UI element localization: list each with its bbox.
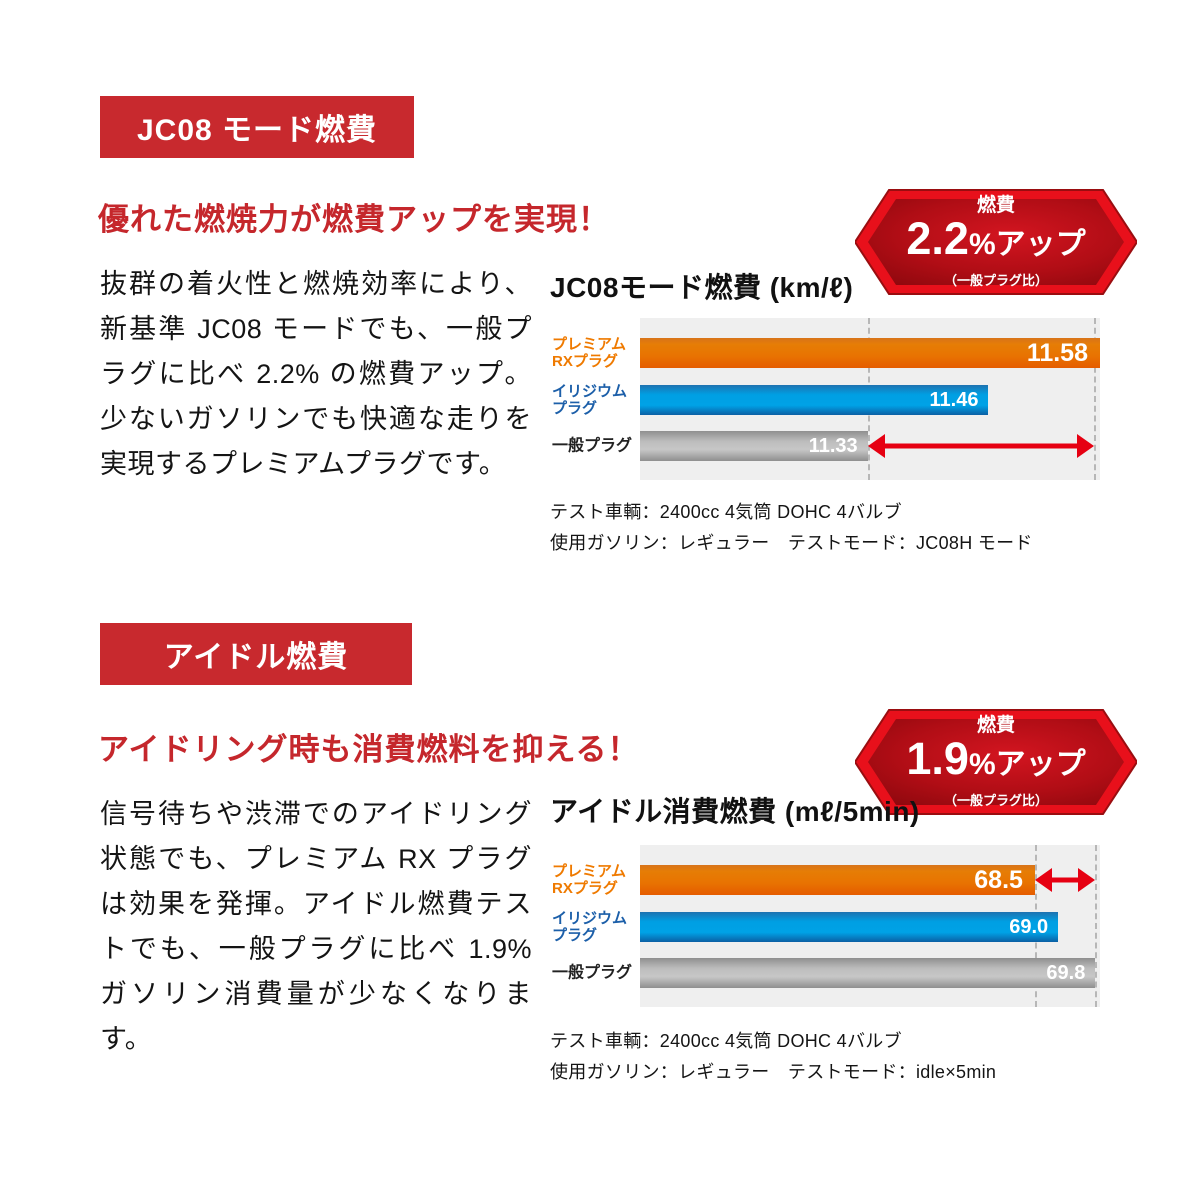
body-paragraph: 信号待ちや渋滞でのアイドリング状態でも、プレミアム RX プラグは効果を発揮。ア…	[100, 799, 532, 1054]
section-tag-label: アイドル燃費	[163, 641, 349, 674]
chart-title: JC08モード燃費 (km/ℓ)	[550, 272, 854, 303]
bar-orange: 11.58	[640, 338, 1100, 368]
badge-top-label: 燃費	[976, 195, 1015, 216]
chart-title: アイドル消費燃費 (mℓ/5min)	[550, 796, 920, 827]
diff-arrow-shaft	[880, 443, 1082, 449]
chart-note-line: 使用ガソリン：レギュラー テストモード：idle×5min	[550, 1062, 997, 1082]
hexagon-badge-shape	[855, 709, 1137, 815]
bar-value-label: 11.33	[808, 434, 858, 457]
bar-category-label: プレミアム RXプラグ	[552, 863, 626, 897]
hexagon-badge-shape	[855, 189, 1137, 295]
bar-chart-jc08: プレミアム RXプラグ 11.58 イリジウム プラグ 11.46 一般プラグ 11.33	[550, 318, 1100, 480]
badge-comparison-note: （一般プラグ比）	[943, 793, 1048, 808]
bar-value-label: 11.58	[1026, 338, 1088, 367]
bar-gray: 69.8	[640, 958, 1096, 988]
fuel-saving-badge: 燃費 1.9%アップ （一般プラグ比）	[855, 708, 1137, 816]
section-tag-idle: アイドル燃費	[100, 623, 412, 685]
bar-category-label: イリジウム プラグ	[552, 910, 628, 944]
bar-blue: 69.0	[640, 912, 1059, 942]
badge-comparison-note: （一般プラグ比）	[943, 273, 1048, 288]
chart-notes: テスト車輌：2400cc 4気筒 DOHC 4バルブ 使用ガソリン：レギュラー …	[550, 497, 1033, 559]
chart-note-line: テスト車輌：2400cc 4気筒 DOHC 4バルブ	[550, 1031, 902, 1051]
body-paragraph: 抜群の着火性と燃焼効率により、新基準 JC08 モードでも、一般プラグに比べ 2…	[100, 269, 532, 479]
dashed-guideline	[1094, 318, 1097, 480]
badge-top-label: 燃費	[976, 715, 1015, 736]
badge-percent-value: 2.2	[906, 213, 969, 264]
bar-blue: 11.46	[640, 385, 989, 415]
chart-note-line: テスト車輌：2400cc 4気筒 DOHC 4バルブ	[550, 502, 902, 522]
bar-chart-idle: プレミアム RXプラグ 68.5 イリジウム プラグ 69.0 一般プラグ 69.8	[550, 845, 1100, 1007]
bar-value-label: 69.8	[1046, 961, 1086, 984]
bar-category-label: 一般プラグ	[552, 964, 633, 982]
chart-note-line: 使用ガソリン：レギュラー テストモード：JC08H モード	[550, 533, 1033, 553]
bar-gray: 11.33	[640, 431, 868, 461]
diff-arrow-shaft	[1047, 877, 1083, 883]
bar-category-label: イリジウム プラグ	[552, 383, 628, 417]
section-tag-label: JC08 モード燃費	[136, 114, 378, 147]
section-headline: 優れた燃焼力が燃費アップを実現！	[98, 202, 610, 237]
bar-value-label: 69.0	[1009, 915, 1049, 938]
bar-orange: 68.5	[640, 865, 1035, 895]
badge-percent-value: 1.9	[906, 733, 969, 784]
bar-value-label: 68.5	[974, 865, 1023, 894]
diff-arrow-icon	[868, 433, 1095, 459]
chart-notes: テスト車輌：2400cc 4気筒 DOHC 4バルブ 使用ガソリン：レギュラー …	[550, 1026, 996, 1088]
dashed-guideline	[1095, 845, 1098, 1007]
section-tag-jc08: JC08 モード燃費	[100, 96, 414, 158]
bar-value-label: 11.46	[929, 388, 979, 411]
bar-category-label: 一般プラグ	[552, 437, 633, 455]
section-headline: アイドリング時も消費燃料を抑える！	[98, 732, 640, 767]
badge-suffix: %アップ	[968, 228, 1086, 261]
bar-category-label: プレミアム RXプラグ	[552, 336, 626, 370]
badge-suffix: %アップ	[968, 748, 1086, 781]
diff-arrow-icon	[1035, 867, 1095, 893]
fuel-saving-badge: 燃費 2.2%アップ （一般プラグ比）	[855, 188, 1137, 296]
